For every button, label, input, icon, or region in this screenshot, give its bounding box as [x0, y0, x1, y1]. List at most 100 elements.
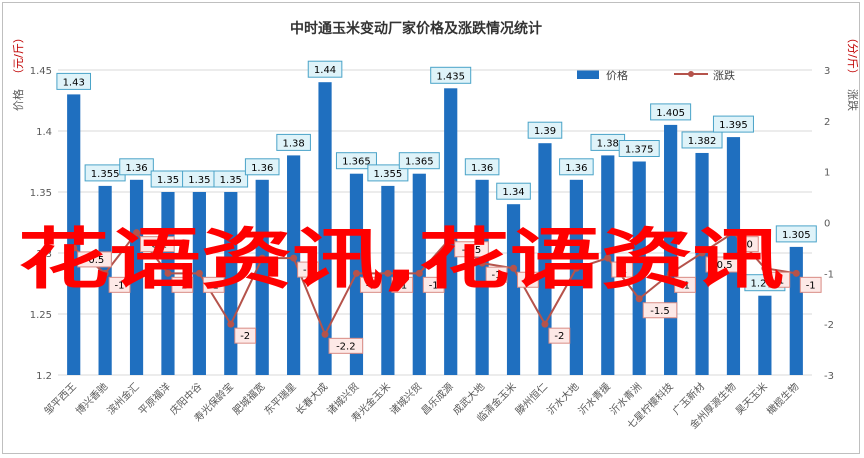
- category-label: 长春大成: [293, 380, 330, 417]
- change-data-label: -2: [554, 331, 564, 342]
- change-marker: [384, 269, 392, 277]
- bar-price: [506, 204, 521, 375]
- change-marker: [70, 244, 78, 252]
- right-tick-label: -2: [824, 320, 834, 331]
- bar-data-label: 1.395: [719, 120, 748, 131]
- change-marker: [415, 269, 423, 277]
- bar-data-label: 1.43: [63, 77, 85, 88]
- change-marker: [478, 259, 486, 267]
- change-data-label: -1: [115, 280, 125, 291]
- legend-price-swatch: [577, 70, 599, 79]
- right-tick-label: 1: [824, 168, 830, 179]
- left-axis-label: 价格: [11, 89, 25, 111]
- change-data-label-box: [768, 271, 791, 288]
- change-marker: [635, 295, 643, 303]
- category-label: 沂水青援: [575, 380, 612, 417]
- change-marker: [667, 269, 675, 277]
- right-axis-label: 涨跌: [846, 89, 860, 111]
- change-data-label: -1: [177, 280, 187, 291]
- bar-data-label: 1.375: [625, 145, 654, 156]
- change-data-label-box: [642, 302, 678, 319]
- change-data-label: -0.5: [85, 255, 105, 266]
- change-data-label: -1: [429, 280, 439, 291]
- change-data-label-box: [108, 276, 131, 293]
- bar-price: [67, 94, 81, 376]
- change-data-label-box: [202, 276, 225, 293]
- change-data-label: -1: [366, 280, 376, 291]
- bar-data-label: 1.36: [251, 163, 273, 174]
- change-marker: [352, 269, 360, 277]
- bar-data-label: 1.265: [751, 279, 780, 290]
- change-marker: [321, 330, 329, 338]
- bar-price: [255, 179, 269, 375]
- category-label: 邹平西王: [41, 380, 78, 417]
- left-tick-label: 1.3: [36, 249, 52, 260]
- change-marker: [572, 264, 580, 272]
- bar-data-label-box: [119, 158, 154, 176]
- bar-data-label: 1.35: [157, 175, 179, 186]
- category-label: 诸城兴贸: [388, 381, 425, 418]
- bar-data-label: 1.36: [471, 163, 493, 174]
- change-data-label-box: [359, 276, 382, 293]
- change-marker: [290, 254, 298, 262]
- change-marker: [258, 254, 266, 262]
- bar-price: [444, 88, 458, 376]
- bar-price: [287, 155, 301, 375]
- bar-data-label-box: [618, 140, 660, 157]
- change-data-label-box: [297, 261, 319, 278]
- change-marker: [761, 264, 769, 272]
- category-label: 昌乐成源: [418, 380, 455, 417]
- change-marker: [604, 254, 612, 262]
- change-data-label: -0.5: [713, 260, 733, 271]
- bar-price: [789, 246, 803, 375]
- bar-data-label: 1.382: [688, 136, 717, 147]
- change-data-label-box: [799, 276, 822, 293]
- bar-data-label-box: [650, 103, 692, 121]
- change-data-label-box: [140, 236, 175, 253]
- change-data-label: -0.2: [148, 240, 168, 251]
- change-marker: [698, 249, 706, 257]
- bar-data-label: 1.365: [405, 157, 434, 168]
- change-data-label-box: [674, 276, 696, 293]
- bar-data-label: 1.39: [534, 126, 556, 137]
- bar-price: [129, 179, 144, 375]
- change-data-label: -1: [680, 280, 690, 291]
- change-data-label: -0.5: [462, 245, 482, 256]
- change-marker: [729, 229, 737, 237]
- bar-data-label: 1.365: [342, 157, 371, 168]
- bar-data-label: 1.435: [436, 71, 465, 82]
- bar-data-label-box: [527, 121, 563, 139]
- change-data-label: -2: [240, 331, 250, 342]
- change-data-label: -1: [303, 265, 313, 276]
- bar-data-label: 1.34: [502, 187, 524, 198]
- bar-data-label-box: [335, 152, 377, 170]
- bar-price: [381, 185, 395, 375]
- category-label: 滨州金汇: [104, 380, 141, 417]
- chart-title: 中时通玉米变动厂家价格及涨跌情况统计: [290, 20, 542, 37]
- change-data-label-box: [328, 337, 364, 354]
- change-data-label: -1: [806, 280, 816, 291]
- change-marker: [510, 264, 518, 272]
- change-data-label-box: [517, 271, 539, 288]
- left-tick-label: 1.25: [30, 310, 52, 321]
- right-tick-label: 2: [824, 117, 830, 128]
- watermark-text: 花语资讯,花语资讯: [18, 221, 784, 298]
- chart-legend: 价格 涨跌: [577, 68, 735, 82]
- change-data-label-box: [77, 251, 112, 268]
- bar-data-label-box: [712, 115, 754, 133]
- change-data-label: -1: [492, 270, 502, 281]
- left-tick-label: 1.2: [36, 371, 52, 382]
- bar-price: [192, 192, 206, 375]
- legend-price-label: 价格: [606, 68, 628, 82]
- bar-data-label: 1.36: [125, 163, 147, 174]
- change-marker: [133, 229, 141, 237]
- bar-data-label-box: [681, 131, 723, 149]
- change-data-label-box: [705, 256, 741, 273]
- left-axis-unit: （元/斤）: [12, 32, 25, 80]
- bar-data-label: 1.355: [374, 169, 403, 180]
- bar-data-label: 1.38: [597, 138, 619, 149]
- category-label: 东平瑞星: [261, 380, 298, 417]
- legend-change-label: 涨跌: [713, 68, 735, 82]
- change-data-label-box: [736, 236, 759, 253]
